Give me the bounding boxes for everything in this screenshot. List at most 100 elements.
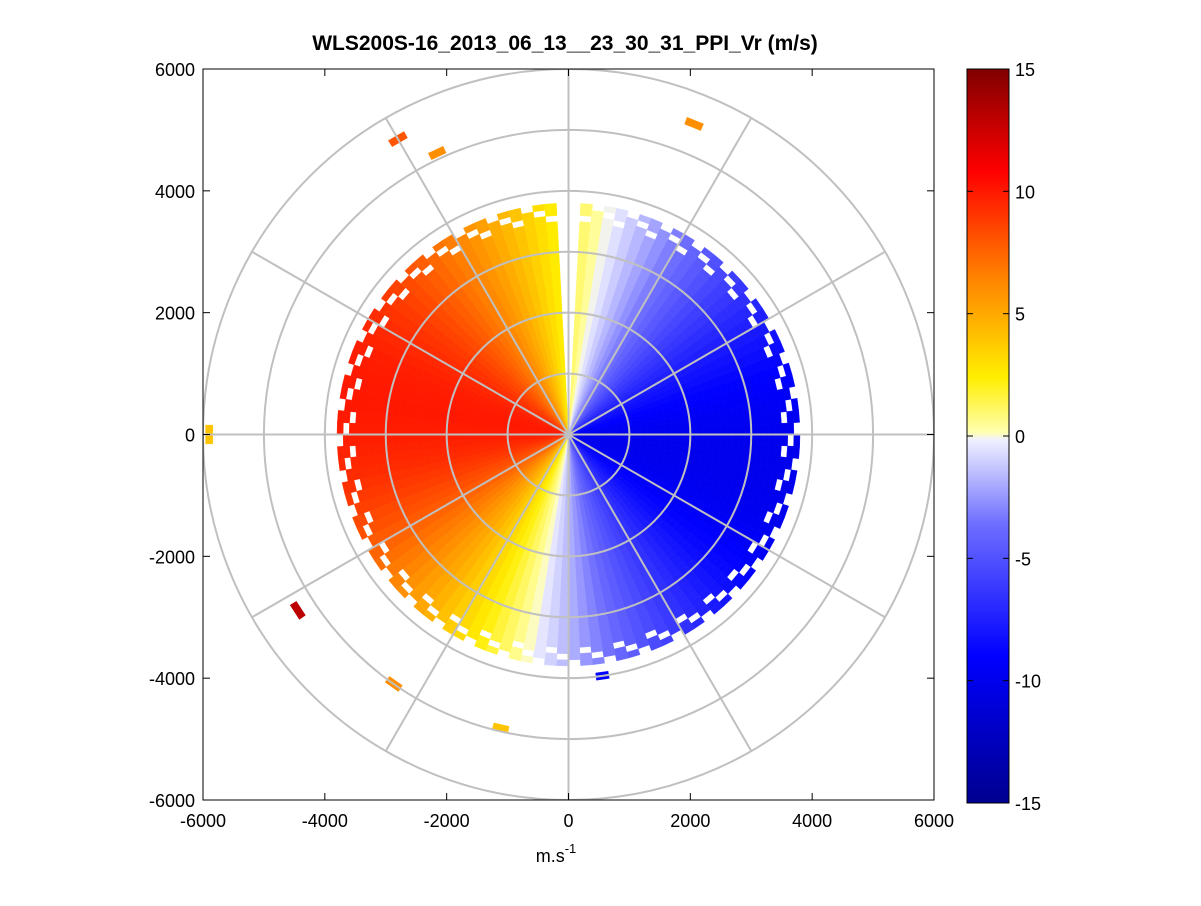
y-tick-label: 2000	[155, 304, 195, 324]
velocity-cell	[576, 568, 584, 575]
velocity-cell	[580, 203, 592, 210]
velocity-cell	[558, 525, 563, 531]
velocity-cell	[554, 344, 559, 351]
velocity-cell	[576, 586, 585, 593]
velocity-cell	[435, 414, 442, 422]
x-tick-label: -4000	[302, 811, 348, 831]
velocity-cell	[563, 380, 566, 386]
velocity-cell	[732, 443, 739, 452]
y-tick-label: 6000	[155, 60, 195, 80]
velocity-cell	[435, 420, 442, 427]
velocity-cell	[573, 519, 578, 525]
velocity-cell	[557, 325, 563, 332]
velocity-cell	[344, 399, 352, 411]
velocity-cell	[429, 449, 436, 457]
velocity-cell	[580, 543, 587, 550]
velocity-cell	[579, 234, 590, 241]
velocity-cell	[550, 258, 560, 265]
velocity-cell	[573, 343, 578, 349]
velocity-cell	[547, 228, 558, 235]
velocity-cell	[355, 423, 361, 434]
velocity-cell	[769, 424, 775, 435]
colorbar-tick-label: 15	[1015, 60, 1035, 80]
colorbar-tick-label: 10	[1015, 182, 1035, 202]
velocity-cell	[714, 442, 721, 450]
velocity-cell	[554, 301, 561, 308]
velocity-cell	[665, 424, 671, 430]
velocity-cell	[560, 349, 565, 355]
velocity-cell	[671, 423, 678, 429]
velocity-cell	[721, 426, 727, 434]
velocity-cell	[544, 659, 556, 666]
velocity-cell	[546, 222, 557, 229]
velocity-cell	[781, 435, 787, 446]
velocity-cell	[577, 519, 582, 526]
velocity-cell	[374, 444, 381, 454]
velocity-cell	[769, 435, 775, 446]
velocity-cell	[367, 424, 373, 435]
velocity-cell	[573, 337, 578, 343]
velocity-cell	[578, 240, 588, 247]
polar-grid	[203, 69, 934, 800]
velocity-cell	[702, 442, 709, 450]
velocity-cell	[416, 435, 422, 443]
velocity-cell	[583, 295, 591, 302]
velocity-cell	[554, 295, 562, 302]
velocity-cell	[558, 337, 563, 343]
velocity-cell	[775, 435, 781, 446]
velocity-cell	[577, 604, 587, 611]
velocity-cell	[573, 525, 578, 531]
velocity-cell	[337, 422, 343, 434]
velocity-cell	[560, 593, 569, 599]
velocity-cell	[580, 653, 592, 660]
velocity-cell	[569, 574, 577, 580]
velocity-cell	[546, 289, 554, 296]
velocity-cell	[398, 426, 404, 435]
x-axis-label: m.s-1	[536, 841, 577, 866]
velocity-cell	[550, 543, 557, 550]
velocity-cell	[349, 423, 355, 434]
velocity-cell	[561, 580, 569, 586]
velocity-cell	[465, 440, 471, 446]
velocity-cell	[471, 424, 477, 429]
velocity-cell	[362, 445, 369, 456]
x-tick-label: -6000	[180, 811, 226, 831]
velocity-cell	[665, 418, 672, 424]
velocity-cell	[560, 355, 564, 361]
velocity-cell	[708, 427, 714, 435]
velocity-cell	[547, 234, 558, 241]
velocity-cell	[337, 410, 344, 422]
velocity-cell	[579, 222, 590, 229]
velocity-cell	[696, 441, 703, 448]
velocity-cell	[554, 568, 562, 575]
velocity-cell	[579, 628, 590, 635]
velocity-cell	[398, 435, 404, 444]
velocity-cell	[477, 425, 483, 430]
velocity-cell	[638, 214, 651, 224]
velocity-cell	[714, 419, 721, 427]
velocity-cell	[343, 446, 350, 458]
velocity-cell	[551, 325, 557, 332]
velocity-cell	[547, 295, 555, 302]
velocity-cell	[428, 435, 434, 442]
velocity-cell	[569, 647, 580, 653]
velocity-cell	[576, 295, 584, 302]
velocity-cells	[206, 117, 800, 733]
velocity-cell	[453, 416, 460, 423]
velocity-cell	[720, 442, 727, 451]
velocity-cell	[701, 413, 708, 421]
velocity-cell	[552, 276, 561, 283]
velocity-cell	[671, 440, 678, 446]
velocity-cell	[392, 443, 399, 453]
velocity-cell	[787, 446, 794, 458]
velocity-cell	[659, 419, 666, 425]
velocity-cell	[356, 445, 363, 456]
velocity-cell	[569, 623, 579, 629]
velocity-cell	[721, 435, 727, 443]
velocity-cell	[561, 574, 569, 580]
velocity-cell	[548, 561, 556, 568]
y-tick-label: -6000	[149, 791, 195, 811]
velocity-cell	[708, 435, 714, 443]
velocity-cell	[678, 440, 685, 446]
velocity-cell	[435, 441, 442, 448]
